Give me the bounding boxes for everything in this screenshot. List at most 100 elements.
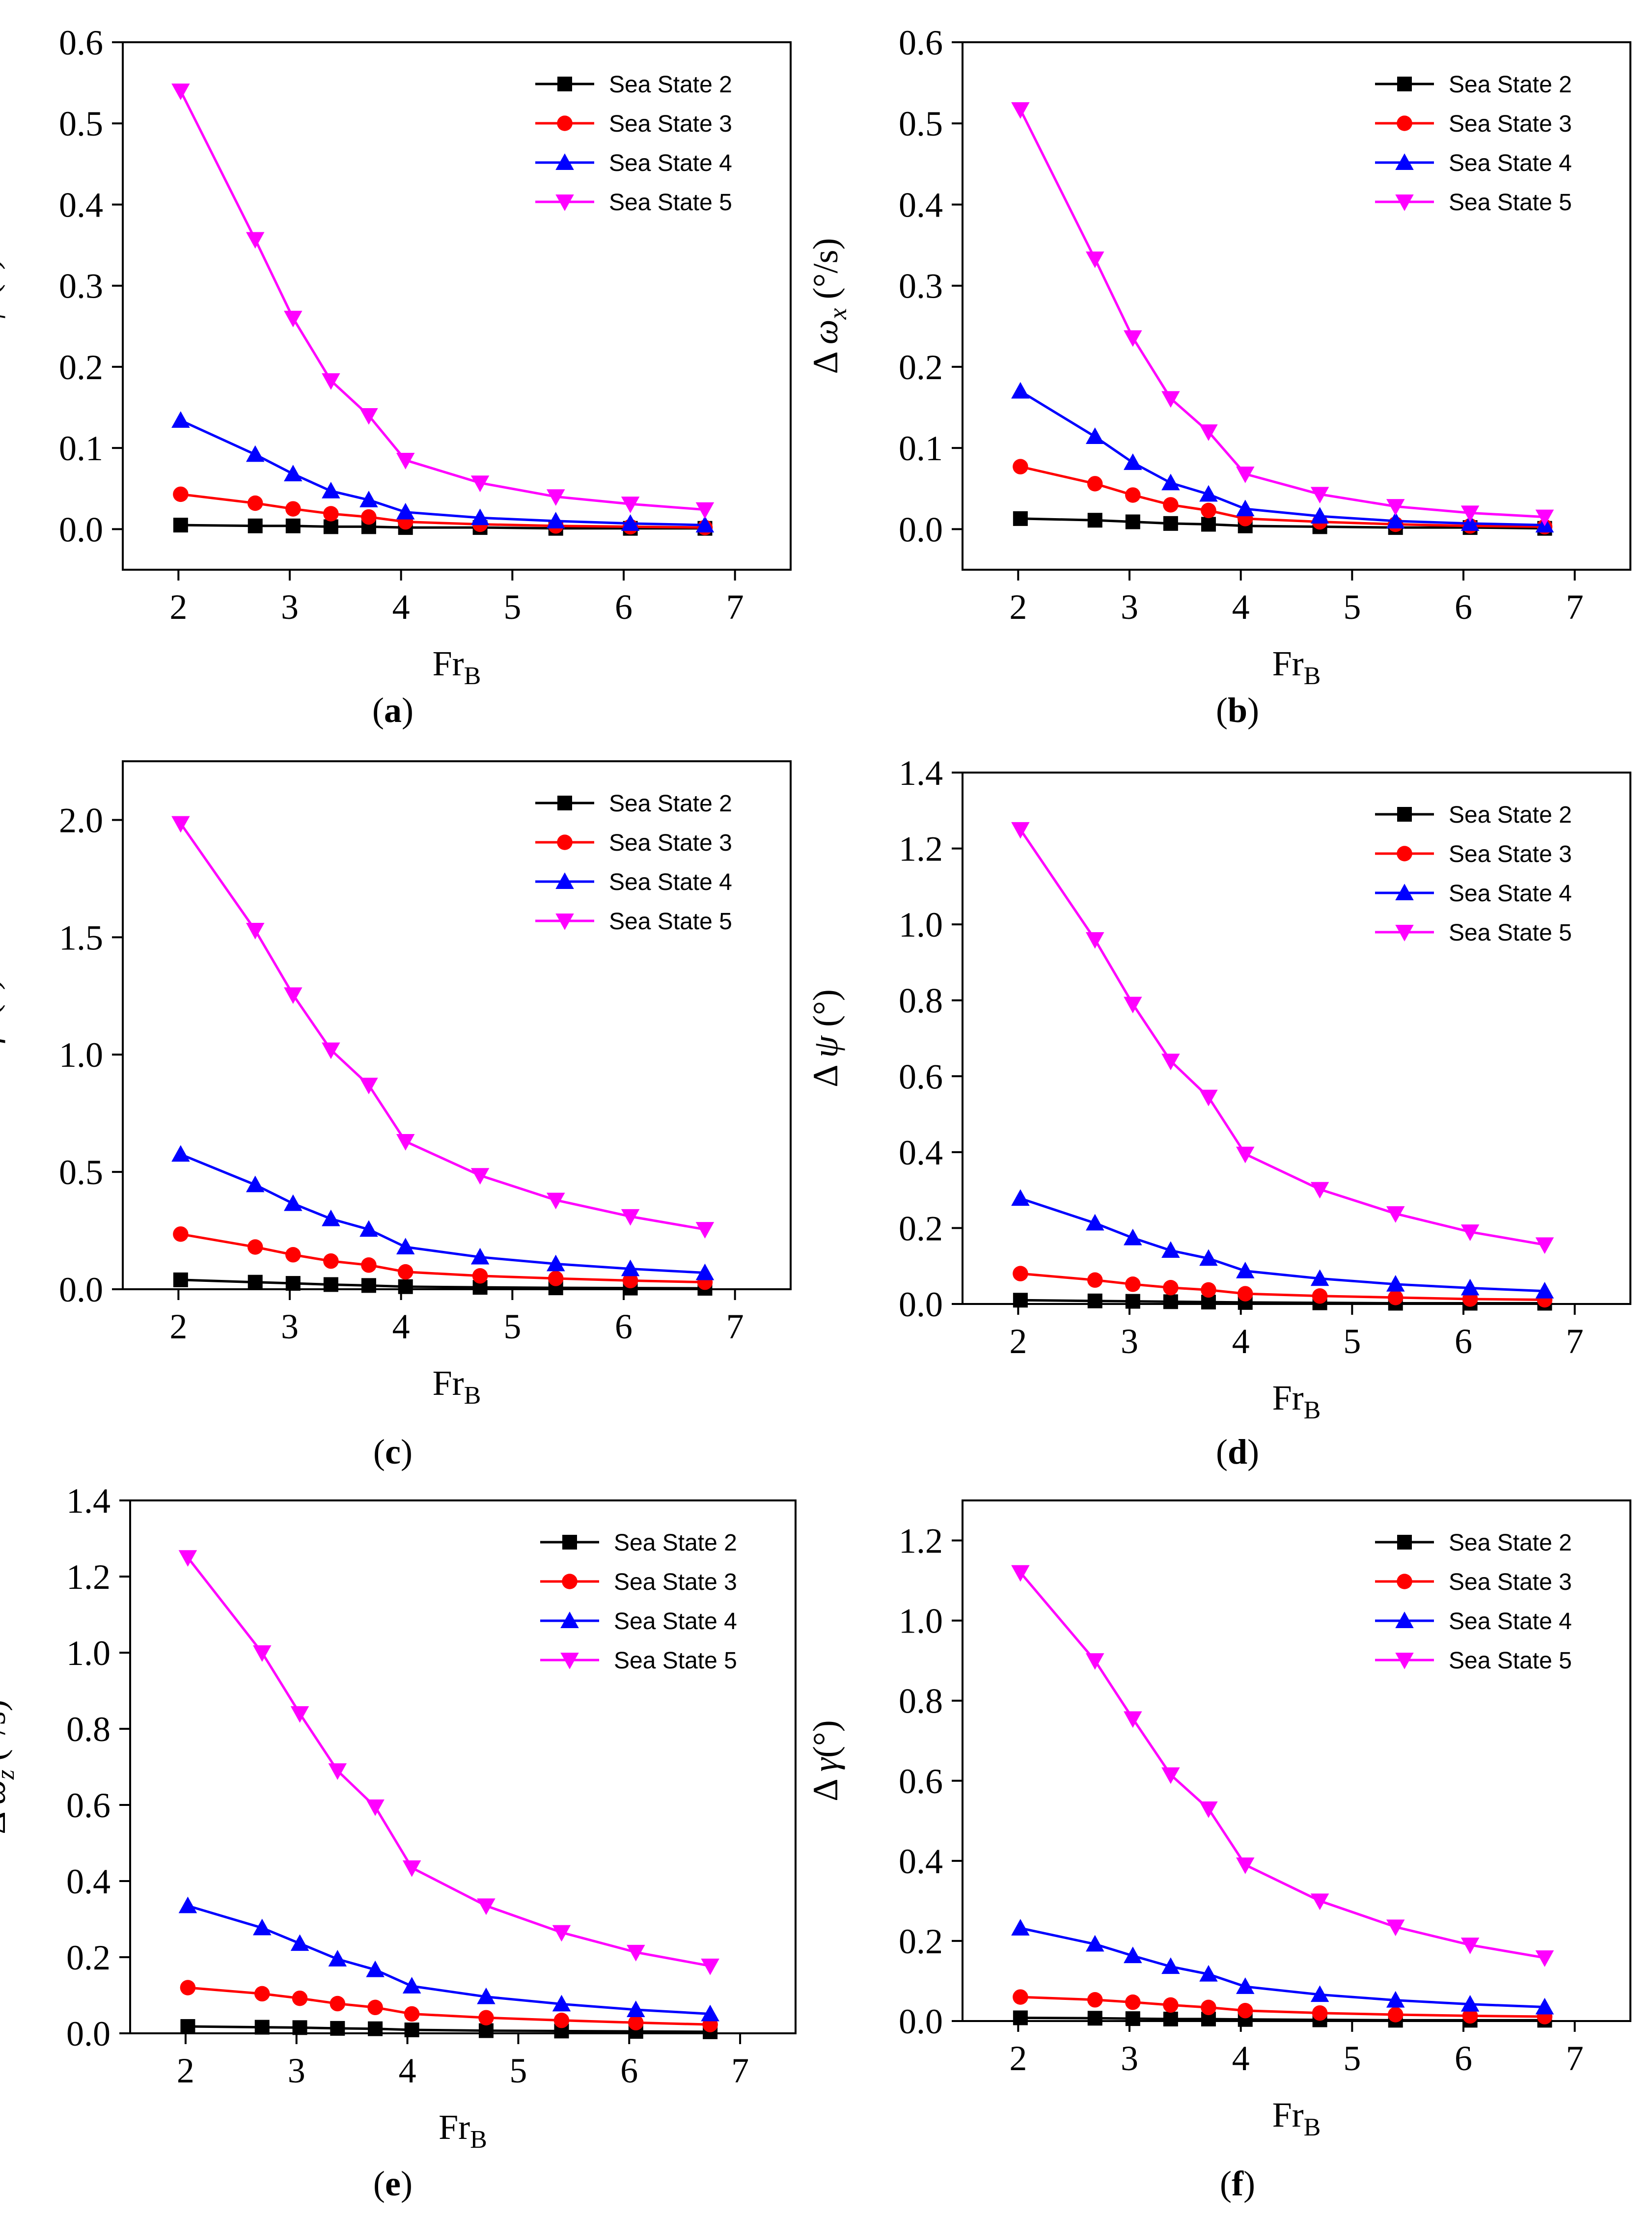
legend-label: Sea State 2	[1449, 72, 1572, 98]
series-5	[1011, 102, 1554, 527]
data-point	[180, 1980, 196, 1995]
data-point	[1201, 517, 1216, 532]
y-tick-label: 0.0	[899, 2002, 943, 2041]
data-point	[1085, 1214, 1104, 1231]
x-tick-label: 4	[392, 587, 410, 627]
data-point	[1460, 1995, 1480, 2012]
data-point	[178, 1550, 197, 1567]
legend-label: Sea State 5	[614, 1648, 737, 1674]
data-point	[548, 1271, 564, 1286]
data-point	[477, 1987, 496, 2004]
data-point	[322, 373, 340, 390]
data-point	[1386, 499, 1405, 516]
data-point	[292, 1990, 308, 2006]
data-point	[1011, 382, 1030, 399]
x-tick-label: 6	[1455, 587, 1472, 627]
legend-label: Sea State 4	[1449, 1608, 1572, 1635]
data-point	[1085, 932, 1104, 949]
y-tick-label: 0.4	[899, 1133, 943, 1172]
data-point	[1460, 1938, 1480, 1954]
legend-label: Sea State 3	[609, 830, 732, 856]
data-point	[1087, 476, 1103, 492]
x-tick-label: 6	[620, 2051, 638, 2090]
data-point	[1125, 1294, 1140, 1309]
series-line	[1020, 1272, 1545, 1301]
data-point	[396, 502, 415, 520]
data-point	[173, 518, 188, 533]
y-tick-label: 1.0	[899, 1602, 943, 1641]
data-point	[366, 1960, 385, 1977]
x-tick-label: 6	[1455, 2039, 1472, 2078]
data-point	[1312, 2005, 1328, 2021]
series-line	[180, 1278, 705, 1290]
data-point	[470, 475, 490, 492]
y-axis-label: Δ ωx (°/s)	[806, 238, 852, 374]
x-tick-label: 5	[1343, 1322, 1361, 1361]
x-axis-label: FrB	[439, 2107, 487, 2154]
y-tick-label: 0.8	[899, 1682, 943, 1721]
y-tick-label: 1.0	[66, 1634, 110, 1673]
y-axis-label: Δ φ (°)	[0, 258, 5, 354]
data-point	[1125, 487, 1141, 503]
x-tick-label: 4	[392, 1307, 410, 1346]
legend-marker	[555, 872, 574, 889]
plot-frame	[962, 41, 1631, 571]
plot-frame	[962, 772, 1631, 1305]
y-tick-label: 0.2	[899, 1209, 943, 1248]
chart-panel-d: 2 3 4 5 6 7 0.0 0.2 0.4 0.6 0.8 1.0 1.2 1.4 FrB Δ ψ (°)…	[806, 753, 1631, 1471]
x-tick-label: 7	[1566, 587, 1584, 627]
data-point	[1161, 473, 1180, 491]
series-4	[1011, 1919, 1554, 2015]
data-point	[1011, 1919, 1030, 1936]
data-point	[1011, 822, 1030, 839]
y-tick-label: 1.0	[899, 905, 943, 944]
data-point	[1013, 1293, 1028, 1308]
data-point	[627, 1944, 645, 1962]
x-tick-label: 6	[615, 1307, 633, 1346]
data-point	[1013, 459, 1028, 474]
x-tick-label: 3	[1121, 1322, 1138, 1361]
y-tick-label: 0.6	[899, 1762, 943, 1801]
data-point	[1013, 511, 1028, 526]
x-tick-label: 7	[1566, 2039, 1584, 2078]
y-tick-label: 0.1	[59, 429, 103, 468]
x-tick-label: 2	[1009, 1322, 1027, 1361]
data-point	[701, 1958, 719, 1975]
x-tick-label: 7	[726, 1307, 744, 1346]
series-4	[178, 1896, 719, 2022]
data-point	[1087, 1272, 1103, 1288]
data-point	[1460, 1278, 1480, 1296]
panel-caption: (f)	[1220, 2164, 1255, 2203]
y-tick-label: 0.2	[899, 1922, 943, 1961]
data-point	[173, 1226, 189, 1242]
legend-marker	[1395, 194, 1414, 211]
y-tick-label: 0.4	[66, 1862, 110, 1901]
data-point	[1310, 1893, 1329, 1911]
series-3	[180, 1980, 718, 2032]
data-point	[546, 1254, 565, 1272]
series-line	[180, 1233, 705, 1284]
data-point	[1163, 516, 1178, 531]
legend: Sea State 2 Sea State 3 Sea State 4 Sea Sta…	[535, 791, 732, 935]
legend-label: Sea State 5	[609, 909, 732, 935]
legend-label: Sea State 4	[614, 1608, 737, 1635]
legend-label: Sea State 4	[1449, 150, 1572, 176]
series-3	[1013, 1266, 1553, 1308]
x-tick-label: 7	[726, 587, 744, 627]
data-point	[478, 2010, 494, 2025]
chart-panel-a: 2 3 4 5 6 7 0.0 0.1 0.2 0.3 0.4 0.5 0.6 FrB Δ φ (°) Sea…	[0, 23, 792, 730]
legend-marker	[557, 834, 573, 850]
data-point	[323, 506, 339, 522]
legend-marker	[557, 115, 573, 131]
series-5	[171, 83, 715, 519]
data-point	[470, 1168, 490, 1185]
series-line	[180, 1153, 705, 1275]
data-point	[1310, 487, 1329, 504]
panel-caption: (d)	[1216, 1432, 1259, 1471]
data-point	[1460, 1224, 1480, 1241]
data-point	[1199, 1249, 1218, 1266]
series-5	[178, 1550, 719, 1975]
data-point	[247, 495, 263, 511]
legend-marker	[555, 194, 574, 211]
